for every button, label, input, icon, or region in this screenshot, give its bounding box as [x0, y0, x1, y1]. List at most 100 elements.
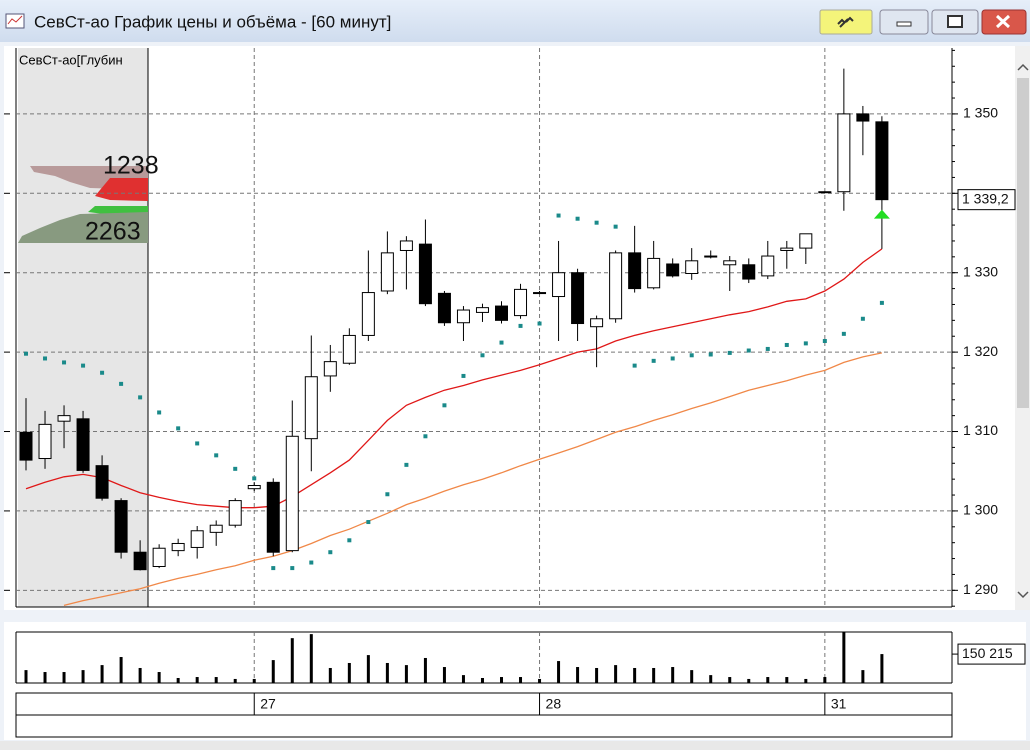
candle-body — [95, 465, 109, 499]
scroll-arrows — [1017, 63, 1029, 599]
volume-bar — [347, 662, 351, 683]
minimize-icon — [896, 21, 912, 27]
sar-dot — [746, 348, 751, 353]
window-title: СевСт-ао График цены и объёма - [60 мину… — [34, 12, 391, 31]
depth-bid-total: 2263 — [85, 218, 141, 246]
last-price-box — [957, 189, 1016, 211]
link-icon — [837, 16, 854, 28]
sar-dot — [575, 216, 580, 221]
volume-bar — [214, 677, 218, 683]
candle-body — [114, 500, 128, 553]
candle-body — [76, 418, 90, 471]
candle-body — [342, 334, 356, 364]
sar-dot — [803, 341, 808, 346]
volume-bar — [271, 660, 275, 683]
sar-dot — [100, 370, 105, 375]
volume-bar — [595, 667, 599, 683]
volume-bar — [880, 654, 884, 683]
candle-body — [475, 307, 489, 313]
volume-bar — [614, 665, 618, 683]
volume-bar — [633, 667, 637, 683]
volume-bar — [728, 677, 732, 683]
volume-bar — [62, 672, 66, 683]
candle-body — [875, 121, 889, 201]
volume-bar — [423, 657, 427, 683]
sar-dot — [423, 434, 428, 439]
candle-body — [647, 257, 661, 289]
x-tick-label: 28 — [546, 696, 562, 712]
sar-dot — [480, 353, 485, 358]
depth-bid-area — [18, 212, 148, 243]
candle-body — [723, 260, 737, 266]
sar-dot — [214, 453, 219, 458]
y-tick-label: 1 300 — [963, 502, 998, 518]
sar-dot — [385, 492, 390, 497]
candle-body — [685, 260, 699, 275]
volume-bar — [81, 670, 85, 683]
sar-dot — [822, 338, 827, 343]
volume-bar — [785, 677, 789, 683]
sar-dot — [689, 353, 694, 358]
volume-bar — [233, 678, 237, 683]
volume-bar — [176, 677, 180, 683]
volume-bar — [842, 632, 846, 683]
candle-body — [533, 292, 547, 295]
volume-bar — [290, 638, 294, 683]
y-tick-label: 1 320 — [963, 343, 998, 359]
volume-bar — [43, 672, 47, 683]
volume-bar — [442, 667, 446, 683]
sar-dot — [613, 224, 618, 229]
moving-average — [25, 248, 883, 509]
candle-body — [152, 547, 166, 568]
candle-body — [666, 263, 680, 277]
maximize-icon — [947, 15, 963, 28]
candle-body — [742, 264, 756, 280]
sar-dot — [765, 346, 770, 351]
sar-dot — [518, 323, 523, 328]
sar-dot — [594, 220, 599, 225]
candle-body — [266, 481, 280, 553]
app-icon-line — [7, 15, 23, 25]
depth-ask-total: 1238 — [103, 152, 159, 180]
sar-dot — [537, 321, 542, 326]
sar-dot — [670, 356, 675, 361]
volume-tick-label: 150 215 — [962, 645, 1013, 661]
volume-bar — [500, 677, 503, 683]
volume-bar — [309, 634, 313, 683]
candle-body — [323, 361, 337, 377]
volume-bar — [709, 675, 713, 683]
candle-body — [285, 435, 299, 552]
sar-dot — [233, 466, 238, 471]
sar-dot — [290, 566, 295, 571]
candle-body — [590, 318, 604, 328]
signal-arrow — [873, 209, 890, 219]
sar-dot — [81, 363, 86, 368]
horizontal-scrollbar[interactable] — [0, 741, 1030, 750]
scroll-thumb[interactable] — [1017, 78, 1029, 408]
candle-body — [456, 309, 470, 324]
sar-dot — [727, 350, 732, 355]
candle-body — [437, 292, 451, 324]
sar-dot — [784, 342, 789, 347]
candle-body — [418, 243, 432, 305]
candle-body — [799, 233, 813, 249]
candle-body — [837, 113, 851, 193]
volume-bar — [861, 670, 865, 683]
volume-bar — [195, 677, 199, 683]
volume-bar — [690, 670, 694, 683]
sar-dot — [157, 410, 162, 415]
close-icon — [995, 14, 1011, 29]
volume-bar — [385, 662, 389, 683]
volume-bar — [747, 678, 751, 683]
sar-dot — [62, 360, 67, 365]
candle-body — [171, 542, 185, 552]
volume-bar — [366, 655, 370, 683]
sar-dot — [271, 566, 276, 571]
sar-dot — [556, 213, 561, 218]
sar-dot — [252, 476, 257, 481]
sar-dot — [195, 441, 200, 446]
volume-bar — [404, 665, 408, 683]
candle-body — [609, 252, 623, 320]
sar-dot — [309, 560, 314, 565]
